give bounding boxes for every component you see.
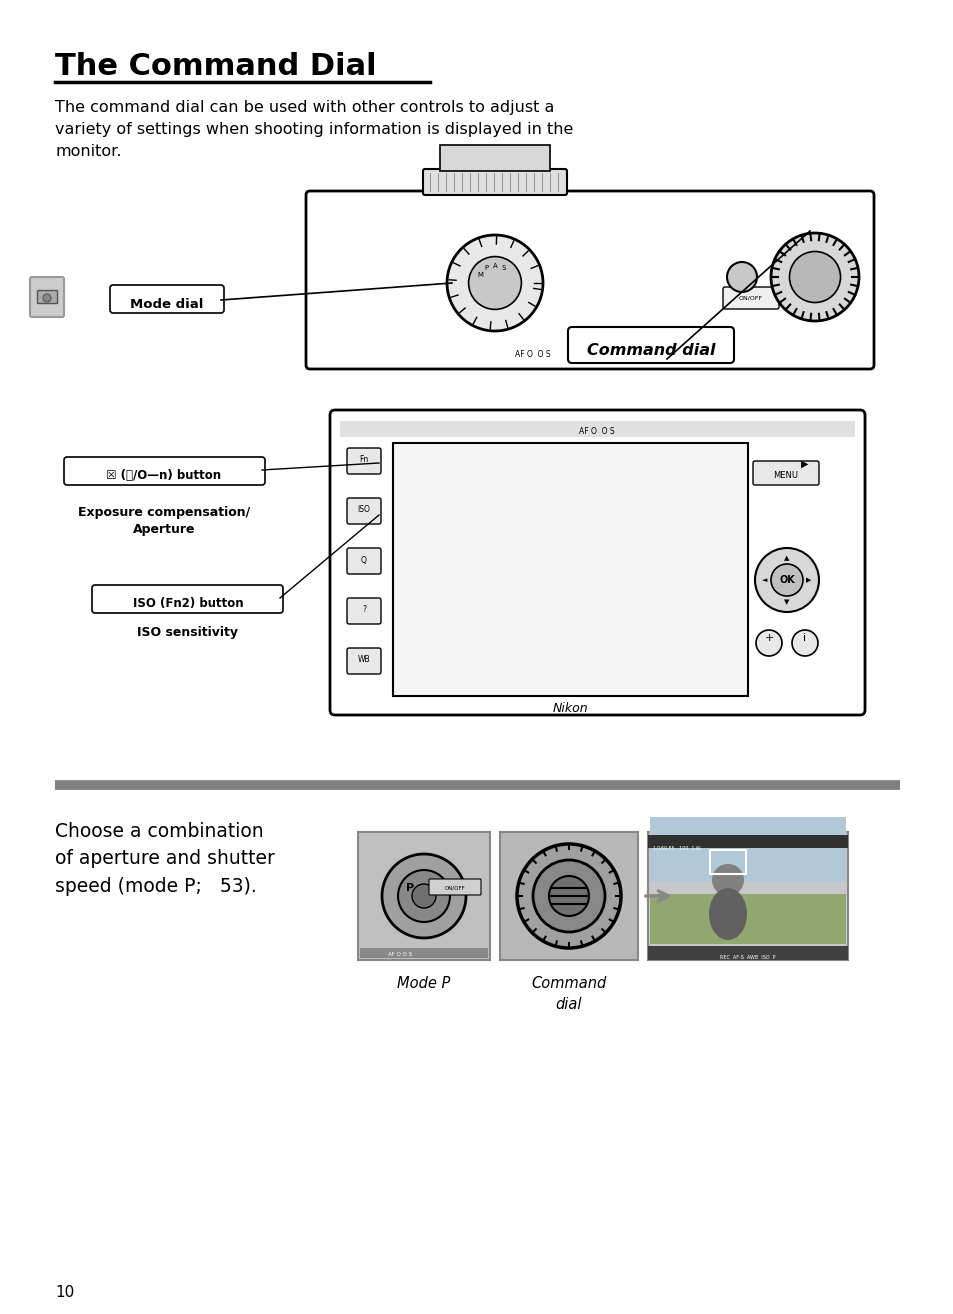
Text: Mode P: Mode P — [396, 976, 450, 991]
FancyBboxPatch shape — [91, 585, 283, 614]
Text: The Command Dial: The Command Dial — [55, 53, 376, 81]
Circle shape — [755, 629, 781, 656]
Circle shape — [447, 235, 542, 331]
FancyBboxPatch shape — [722, 286, 779, 309]
Circle shape — [43, 294, 51, 302]
Circle shape — [754, 548, 818, 612]
Circle shape — [468, 256, 521, 309]
Text: M: M — [476, 272, 483, 277]
Text: ▼: ▼ — [783, 599, 789, 604]
Ellipse shape — [708, 888, 746, 940]
Text: ?: ? — [361, 606, 366, 615]
Text: The command dial can be used with other controls to adjust a
variety of settings: The command dial can be used with other … — [55, 100, 573, 159]
Circle shape — [397, 870, 450, 922]
Bar — [357, 832, 490, 961]
Text: Command
dial: Command dial — [531, 976, 606, 1012]
Text: 10: 10 — [55, 1285, 74, 1300]
Circle shape — [726, 261, 757, 292]
Text: AF O  O S: AF O O S — [515, 350, 550, 359]
Text: ▶: ▶ — [805, 577, 811, 583]
Circle shape — [533, 859, 604, 932]
Text: MENU: MENU — [773, 470, 798, 480]
Text: ON/OFF: ON/OFF — [739, 296, 762, 301]
Text: i: i — [802, 633, 805, 643]
FancyBboxPatch shape — [422, 170, 566, 194]
Text: ISO (Fn2) button: ISO (Fn2) button — [132, 597, 243, 610]
Text: ◄: ◄ — [761, 577, 767, 583]
Text: Q: Q — [360, 556, 367, 565]
Circle shape — [770, 233, 858, 321]
FancyBboxPatch shape — [347, 498, 380, 524]
FancyBboxPatch shape — [752, 461, 818, 485]
FancyBboxPatch shape — [347, 598, 380, 624]
Text: Exposure compensation/
Aperture: Exposure compensation/ Aperture — [78, 506, 250, 536]
Text: A: A — [492, 263, 497, 269]
Bar — [647, 834, 847, 848]
Text: Fn: Fn — [359, 456, 368, 465]
Bar — [649, 894, 845, 943]
FancyBboxPatch shape — [347, 548, 380, 574]
Text: ISO: ISO — [357, 506, 370, 515]
Bar — [647, 946, 847, 961]
Bar — [339, 420, 854, 438]
Circle shape — [770, 564, 802, 597]
Circle shape — [791, 629, 817, 656]
Text: Command dial: Command dial — [586, 343, 715, 357]
FancyBboxPatch shape — [330, 410, 864, 715]
Circle shape — [789, 251, 840, 302]
Text: ON/OFF: ON/OFF — [444, 886, 465, 891]
Bar — [439, 145, 550, 171]
FancyBboxPatch shape — [347, 648, 380, 674]
Bar — [649, 817, 845, 882]
Bar — [37, 290, 57, 304]
Circle shape — [711, 865, 743, 896]
Text: OK: OK — [779, 576, 794, 585]
Text: REC  AF-S  AWB  ISO  P: REC AF-S AWB ISO P — [720, 955, 775, 961]
Text: P: P — [406, 883, 414, 894]
Bar — [647, 832, 847, 961]
FancyBboxPatch shape — [30, 277, 64, 317]
Text: Choose a combination
of aperture and shutter
speed (mode P;   53).: Choose a combination of aperture and shu… — [55, 823, 274, 896]
FancyBboxPatch shape — [306, 191, 873, 369]
Text: ▶: ▶ — [801, 459, 808, 469]
Text: ☒ (ⓢ/O—n) button: ☒ (ⓢ/O—n) button — [107, 469, 221, 482]
Text: Mode dial: Mode dial — [131, 298, 204, 311]
Text: P: P — [484, 265, 488, 272]
Text: 1/160 F5   100  1.6L: 1/160 F5 100 1.6L — [652, 845, 701, 850]
Text: ▲: ▲ — [783, 555, 789, 561]
Circle shape — [517, 844, 620, 947]
FancyBboxPatch shape — [347, 448, 380, 474]
Text: AF O O S: AF O O S — [388, 953, 412, 957]
Circle shape — [381, 854, 465, 938]
Bar — [393, 443, 747, 696]
Text: ISO sensitivity: ISO sensitivity — [137, 625, 238, 639]
Bar — [359, 947, 488, 958]
FancyBboxPatch shape — [429, 879, 480, 895]
Circle shape — [412, 884, 436, 908]
Text: WB: WB — [357, 656, 370, 665]
Text: +: + — [763, 633, 773, 643]
FancyBboxPatch shape — [110, 285, 224, 313]
FancyBboxPatch shape — [567, 327, 733, 363]
Bar — [499, 832, 638, 961]
FancyBboxPatch shape — [64, 457, 265, 485]
Bar — [709, 850, 745, 874]
Text: Nikon: Nikon — [552, 702, 587, 715]
Circle shape — [548, 876, 588, 916]
Text: S: S — [500, 265, 505, 272]
Text: AF O  O S: AF O O S — [578, 427, 614, 436]
